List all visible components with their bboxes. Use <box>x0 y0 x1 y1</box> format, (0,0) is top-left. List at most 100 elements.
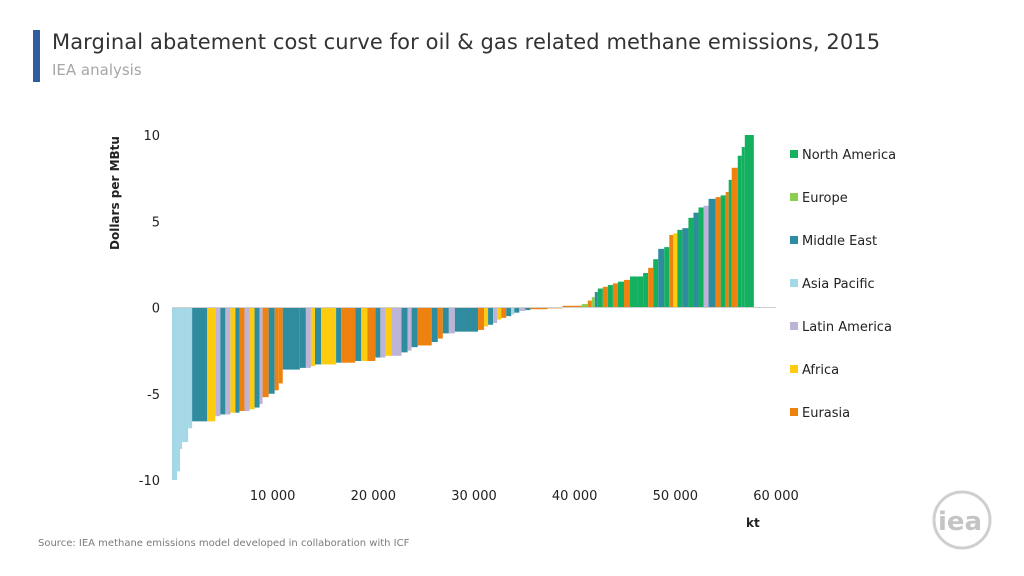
bar-segment <box>314 307 321 365</box>
bar-segment <box>478 307 485 330</box>
bar-segment <box>341 307 356 363</box>
bar-segment <box>220 307 226 415</box>
y-tick-label: 10 <box>143 129 160 144</box>
chart-title: Marginal abatement cost curve for oil & … <box>52 30 881 54</box>
bar-segment <box>254 307 260 408</box>
bar-segment <box>471 307 479 332</box>
bar-segment <box>182 307 189 443</box>
bar-segment <box>268 307 275 394</box>
bar-segment <box>708 198 716 308</box>
bar-segment <box>259 307 263 405</box>
bar-segment <box>437 307 443 339</box>
bar-segment <box>274 307 279 391</box>
x-tick-label: 40 000 <box>552 489 598 504</box>
bar-segment <box>380 307 386 358</box>
bar-segment <box>530 307 548 310</box>
legend-label: Asia Pacific <box>802 277 875 292</box>
bar-segment <box>514 307 520 313</box>
bar-segment <box>299 307 306 368</box>
bar-segment <box>355 307 362 361</box>
bar-segment <box>230 307 236 413</box>
bar-segment <box>612 283 618 308</box>
bar-segment <box>562 305 582 308</box>
bar-segment <box>511 307 515 315</box>
y-tick-label: 5 <box>152 215 160 230</box>
y-tick-label: 0 <box>152 302 160 317</box>
iea-logo-text: iea <box>938 507 982 537</box>
bar-segment <box>630 276 638 308</box>
bar-segment <box>677 229 683 308</box>
bar-segment <box>320 307 337 365</box>
bar-segment <box>720 195 726 308</box>
chart-bars <box>172 135 754 480</box>
bar-segment <box>207 307 216 422</box>
bar-segment <box>594 291 598 308</box>
source-note: Source: IEA methane emissions model deve… <box>38 538 410 549</box>
bar-segment <box>698 207 704 308</box>
bar-segment <box>192 307 208 422</box>
legend-swatch <box>790 365 798 373</box>
legend-label: Eurasia <box>802 406 851 421</box>
bar-segment <box>682 228 689 308</box>
legend-swatch <box>790 322 798 330</box>
bar-segment <box>591 297 595 308</box>
x-tick-label: 30 000 <box>451 489 497 504</box>
bar-segment <box>488 307 494 325</box>
bar-segment <box>391 307 402 356</box>
bar-segment <box>525 307 531 311</box>
bar-segment <box>581 304 588 308</box>
bar-segment <box>731 167 738 308</box>
x-axis-title: kt <box>746 516 760 530</box>
legend-item-europe: Europe <box>790 191 848 206</box>
bar-segment <box>664 247 670 308</box>
bar-segment <box>417 307 432 346</box>
bar-segment <box>693 212 699 308</box>
legend-item-africa: Africa <box>790 363 839 378</box>
x-tick-label: 60 000 <box>753 489 799 504</box>
bar-segment <box>249 307 255 410</box>
bar-segment <box>648 267 654 308</box>
bar-segment <box>658 248 665 308</box>
bar-segment <box>367 307 376 361</box>
x-tick-label: 50 000 <box>653 489 699 504</box>
bar-segment <box>188 307 193 429</box>
bar-segment <box>225 307 231 415</box>
bar-segment <box>305 307 311 368</box>
bar-segment <box>442 307 449 334</box>
legend-swatch <box>790 236 798 244</box>
y-axis-title: Dollars per MBtu <box>108 136 122 250</box>
bar-segment <box>239 307 245 411</box>
bar-segment <box>310 307 315 367</box>
chart-axes: -10 -5 0 5 10 10 000 20 000 30 000 40 000 50 000 6… <box>139 129 799 530</box>
bar-segment <box>361 307 368 361</box>
legend-item-middle-east: Middle East <box>790 234 877 249</box>
bar-segment <box>715 197 721 308</box>
bar-segment <box>597 288 603 308</box>
legend-label: Europe <box>802 191 848 206</box>
y-tick-label: -5 <box>147 388 160 403</box>
bar-segment <box>607 285 613 308</box>
x-tick-label: 10 000 <box>250 489 296 504</box>
bar-segment <box>180 307 183 449</box>
bar-segment <box>282 307 300 370</box>
legend-label: North America <box>802 148 897 163</box>
bar-segment <box>501 307 507 318</box>
x-tick-label: 20 000 <box>351 489 397 504</box>
bar-segment <box>454 307 472 332</box>
y-tick-label: -10 <box>139 474 160 489</box>
legend-swatch <box>790 193 798 201</box>
legend-label: Latin America <box>802 320 892 335</box>
bar-segment <box>401 307 408 353</box>
legend-label: Africa <box>802 363 840 378</box>
bar-segment <box>725 191 729 308</box>
bar-segment <box>519 307 526 311</box>
bar-segment <box>688 217 694 308</box>
bar-segment <box>407 307 412 351</box>
legend-label: Middle East <box>802 234 878 249</box>
bar-segment <box>235 307 240 413</box>
legend-item-north-america: North America <box>790 148 896 163</box>
bar-segment <box>617 281 624 308</box>
bar-segment <box>484 307 489 327</box>
bar-segment <box>744 135 754 308</box>
